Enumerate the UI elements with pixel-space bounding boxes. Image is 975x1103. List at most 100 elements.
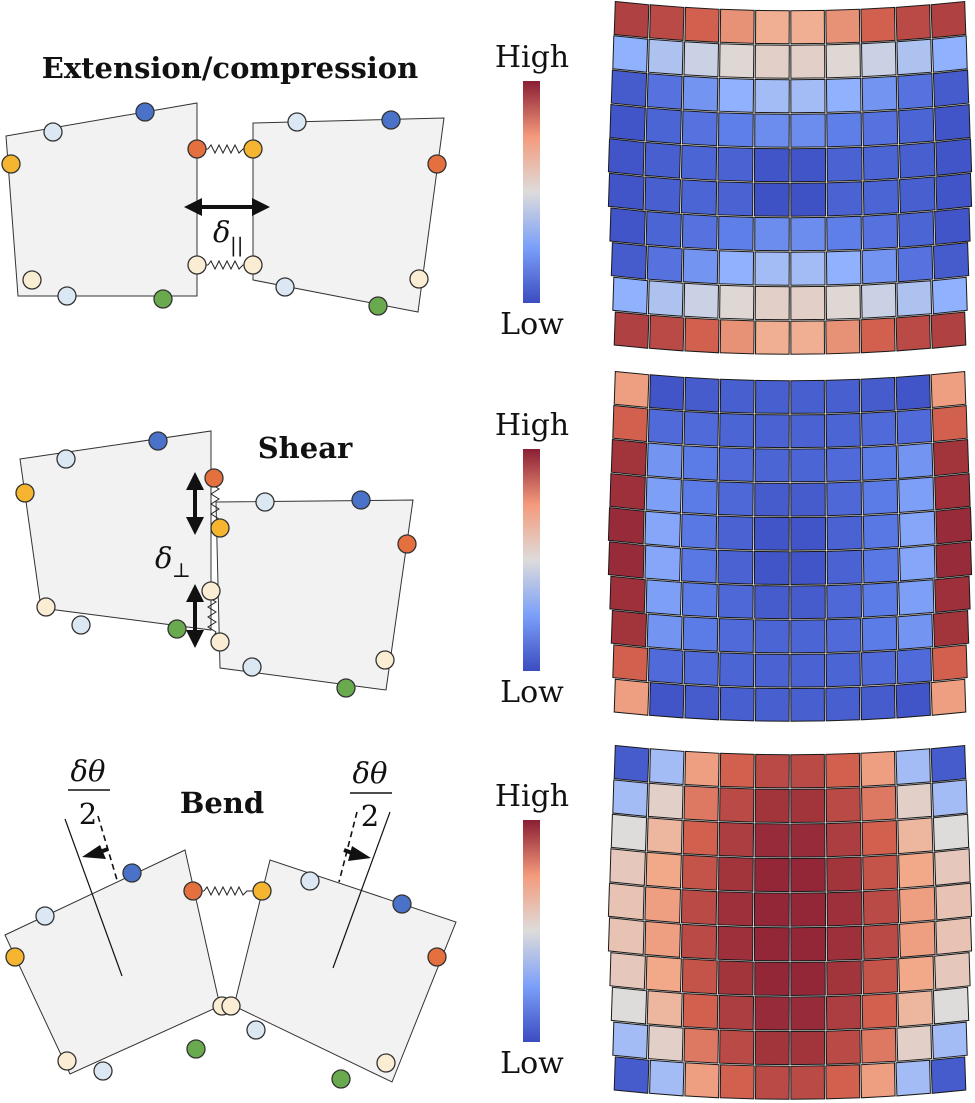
node <box>246 1020 266 1040</box>
energy-tile <box>717 925 754 962</box>
energy-tile <box>682 445 719 481</box>
energy-tile <box>645 476 682 514</box>
energy-tile <box>790 1065 826 1100</box>
double-arrow <box>186 584 204 648</box>
energy-tile <box>931 644 968 682</box>
node <box>381 110 401 130</box>
energy-tile <box>931 404 968 443</box>
energy-tile <box>607 172 645 211</box>
angle-numerator: δθ <box>71 754 106 788</box>
node <box>427 154 447 174</box>
energy-tile <box>754 996 790 1031</box>
energy-tile <box>644 886 682 924</box>
angle-denominator: 2 <box>361 799 379 833</box>
energy-tile <box>825 686 861 722</box>
energy-tile <box>790 414 826 449</box>
energy-tile <box>680 513 718 550</box>
energy-tile <box>754 788 790 824</box>
node <box>204 468 224 488</box>
delta-subscript: ⊥ <box>172 558 191 582</box>
energy-tile <box>790 1030 826 1066</box>
node <box>15 483 35 503</box>
energy-tile <box>826 856 863 892</box>
energy-tile <box>825 250 862 286</box>
energy-tile <box>860 785 897 822</box>
node <box>368 296 388 316</box>
node <box>43 122 63 142</box>
energy-tile <box>934 207 971 246</box>
energy-tile <box>861 445 898 481</box>
energy-tile <box>862 110 899 147</box>
energy-tile <box>613 1056 650 1094</box>
energy-tile <box>682 616 719 652</box>
energy-tile <box>934 473 971 511</box>
node <box>375 650 395 670</box>
node <box>376 1053 396 1073</box>
energy-tile <box>647 1024 684 1062</box>
energy-tile <box>684 684 720 721</box>
energy-tile <box>646 613 683 650</box>
energy-tile <box>645 955 682 993</box>
energy-tile <box>754 687 790 722</box>
shear-panel: Shear δ ⊥ <box>15 370 973 722</box>
energy-tile <box>718 821 755 858</box>
energy-tile <box>898 920 936 958</box>
energy-tile <box>934 575 971 613</box>
energy-tile <box>649 748 685 786</box>
energy-tile <box>754 9 790 45</box>
colorbar-high-label: High <box>495 408 569 443</box>
energy-tile <box>790 857 826 893</box>
energy-tile <box>753 892 790 927</box>
energy-tile <box>754 320 790 355</box>
energy-tile <box>790 182 827 217</box>
double-arrow <box>186 472 204 535</box>
colorbar-low-label: Low <box>500 1046 564 1081</box>
energy-tile <box>825 821 862 858</box>
energy-tile <box>644 176 682 214</box>
energy-tile <box>644 920 682 958</box>
energy-tile <box>612 404 649 443</box>
energy-tile <box>895 4 931 41</box>
energy-tile <box>790 482 826 517</box>
energy-tile <box>790 550 827 586</box>
energy-tile <box>607 507 645 545</box>
right-tile <box>233 859 457 1083</box>
energy-tile <box>860 684 896 721</box>
energy-tile <box>825 412 861 448</box>
energy-tile <box>860 41 897 78</box>
energy-tile <box>861 75 898 112</box>
energy-tile <box>825 43 861 79</box>
energy-tile <box>646 990 683 1028</box>
energy-tile <box>681 581 718 618</box>
energy-tile <box>717 515 754 551</box>
energy-tile <box>754 585 790 620</box>
energy-tile <box>861 992 898 1030</box>
energy-tile <box>932 609 970 648</box>
energy-tile <box>898 886 936 924</box>
energy-tile <box>683 650 720 687</box>
energy-tile <box>681 958 718 995</box>
energy-tile <box>754 857 790 893</box>
energy-tile <box>790 926 827 962</box>
energy-tile <box>609 575 646 613</box>
energy-tile <box>931 779 968 817</box>
energy-tile <box>860 282 897 319</box>
energy-tile <box>613 370 650 409</box>
energy-tile <box>935 507 973 545</box>
node <box>409 269 429 289</box>
energy-tile <box>645 210 682 248</box>
energy-tile <box>896 280 933 317</box>
node <box>135 102 155 122</box>
energy-tile <box>897 73 934 110</box>
energy-tile <box>681 110 718 147</box>
colorbar <box>523 820 540 1042</box>
energy-tile <box>862 958 899 995</box>
energy-tile <box>754 78 790 114</box>
energy-tile <box>684 317 720 354</box>
energy-tile <box>647 782 684 820</box>
energy-tile <box>607 882 645 921</box>
node <box>243 139 263 159</box>
node <box>252 881 272 901</box>
energy-tile <box>610 69 648 108</box>
energy-tile <box>684 6 720 43</box>
